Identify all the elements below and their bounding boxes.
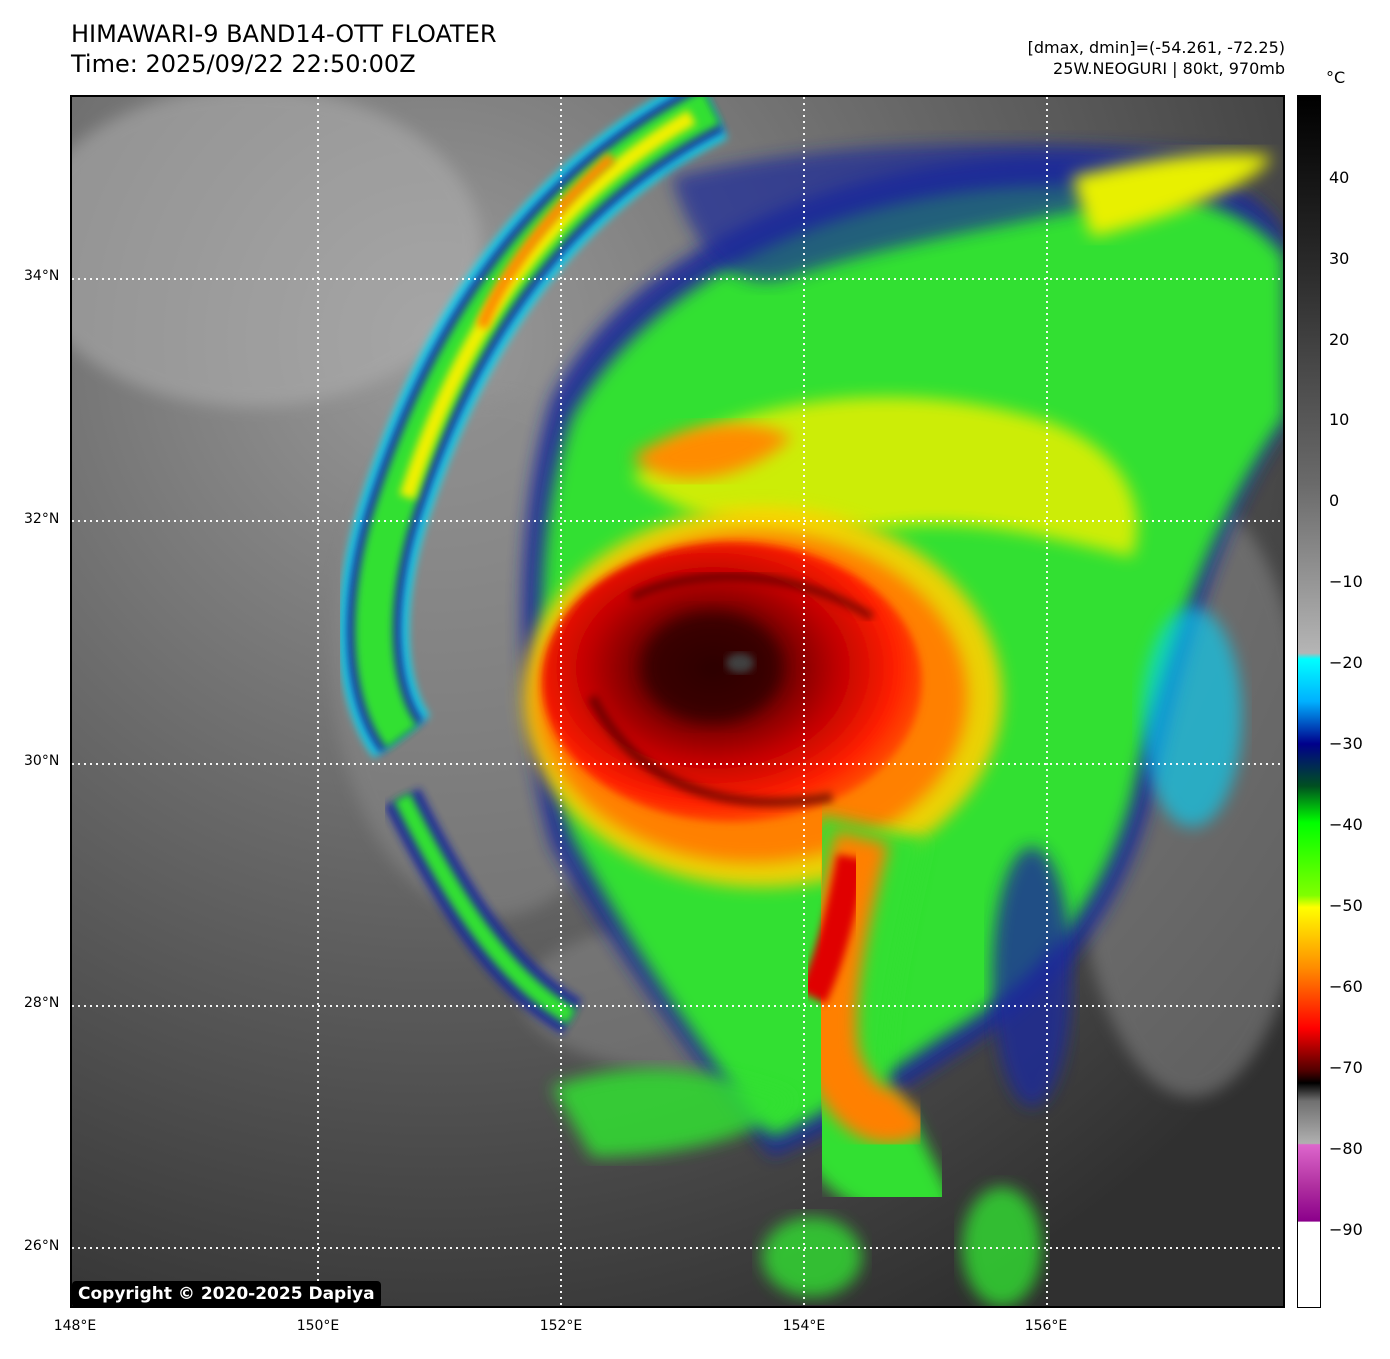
lon-label-156e: 156°E bbox=[1024, 1318, 1068, 1334]
colorbar-tick-0: 0 bbox=[1329, 491, 1340, 510]
colorbar-tick-m20: −20 bbox=[1329, 653, 1363, 672]
lon-label-152e: 152°E bbox=[539, 1318, 583, 1334]
storm-info: 25W.NEOGURI | 80kt, 970mb bbox=[1053, 59, 1285, 78]
colorbar-unit: °C bbox=[1326, 68, 1346, 87]
colorbar-tick-m80: −80 bbox=[1329, 1139, 1363, 1158]
lat-label-26n: 26°N bbox=[24, 1238, 60, 1254]
lat-label-30n: 30°N bbox=[24, 753, 60, 769]
colorbar-tick-m70: −70 bbox=[1329, 1058, 1363, 1077]
colorbar-tick-10: 10 bbox=[1329, 410, 1350, 429]
colorbar-tick-m30: −30 bbox=[1329, 734, 1363, 753]
colorbar-tick-m40: −40 bbox=[1329, 815, 1363, 834]
colorbar-tick-m60: −60 bbox=[1329, 977, 1363, 996]
satellite-imagery bbox=[72, 97, 1283, 1306]
lat-label-28n: 28°N bbox=[24, 995, 60, 1011]
lon-label-150e: 150°E bbox=[296, 1318, 340, 1334]
colorbar-tick-m10: −10 bbox=[1329, 572, 1363, 591]
temperature-colorbar bbox=[1297, 95, 1321, 1308]
satellite-map bbox=[70, 95, 1285, 1308]
timestamp-title: Time: 2025/09/22 22:50:00Z bbox=[71, 50, 416, 78]
lon-label-154e: 154°E bbox=[782, 1318, 826, 1334]
lat-label-32n: 32°N bbox=[24, 511, 60, 527]
colorbar-tick-m90: −90 bbox=[1329, 1220, 1363, 1239]
colorbar-tick-m50: −50 bbox=[1329, 896, 1363, 915]
dmax-dmin-info: [dmax, dmin]=(-54.261, -72.25) bbox=[1027, 38, 1285, 57]
colorbar-tick-40: 40 bbox=[1329, 168, 1350, 187]
colorbar-tick-30: 30 bbox=[1329, 249, 1350, 268]
lon-label-148e: 148°E bbox=[53, 1318, 97, 1334]
chart-title: HIMAWARI-9 BAND14-OTT FLOATER bbox=[71, 20, 497, 48]
copyright-label: Copyright © 2020-2025 Dapiya bbox=[72, 1281, 381, 1308]
grid-lines bbox=[72, 97, 1283, 1306]
colorbar-tick-20: 20 bbox=[1329, 330, 1350, 349]
lat-label-34n: 34°N bbox=[24, 268, 60, 284]
